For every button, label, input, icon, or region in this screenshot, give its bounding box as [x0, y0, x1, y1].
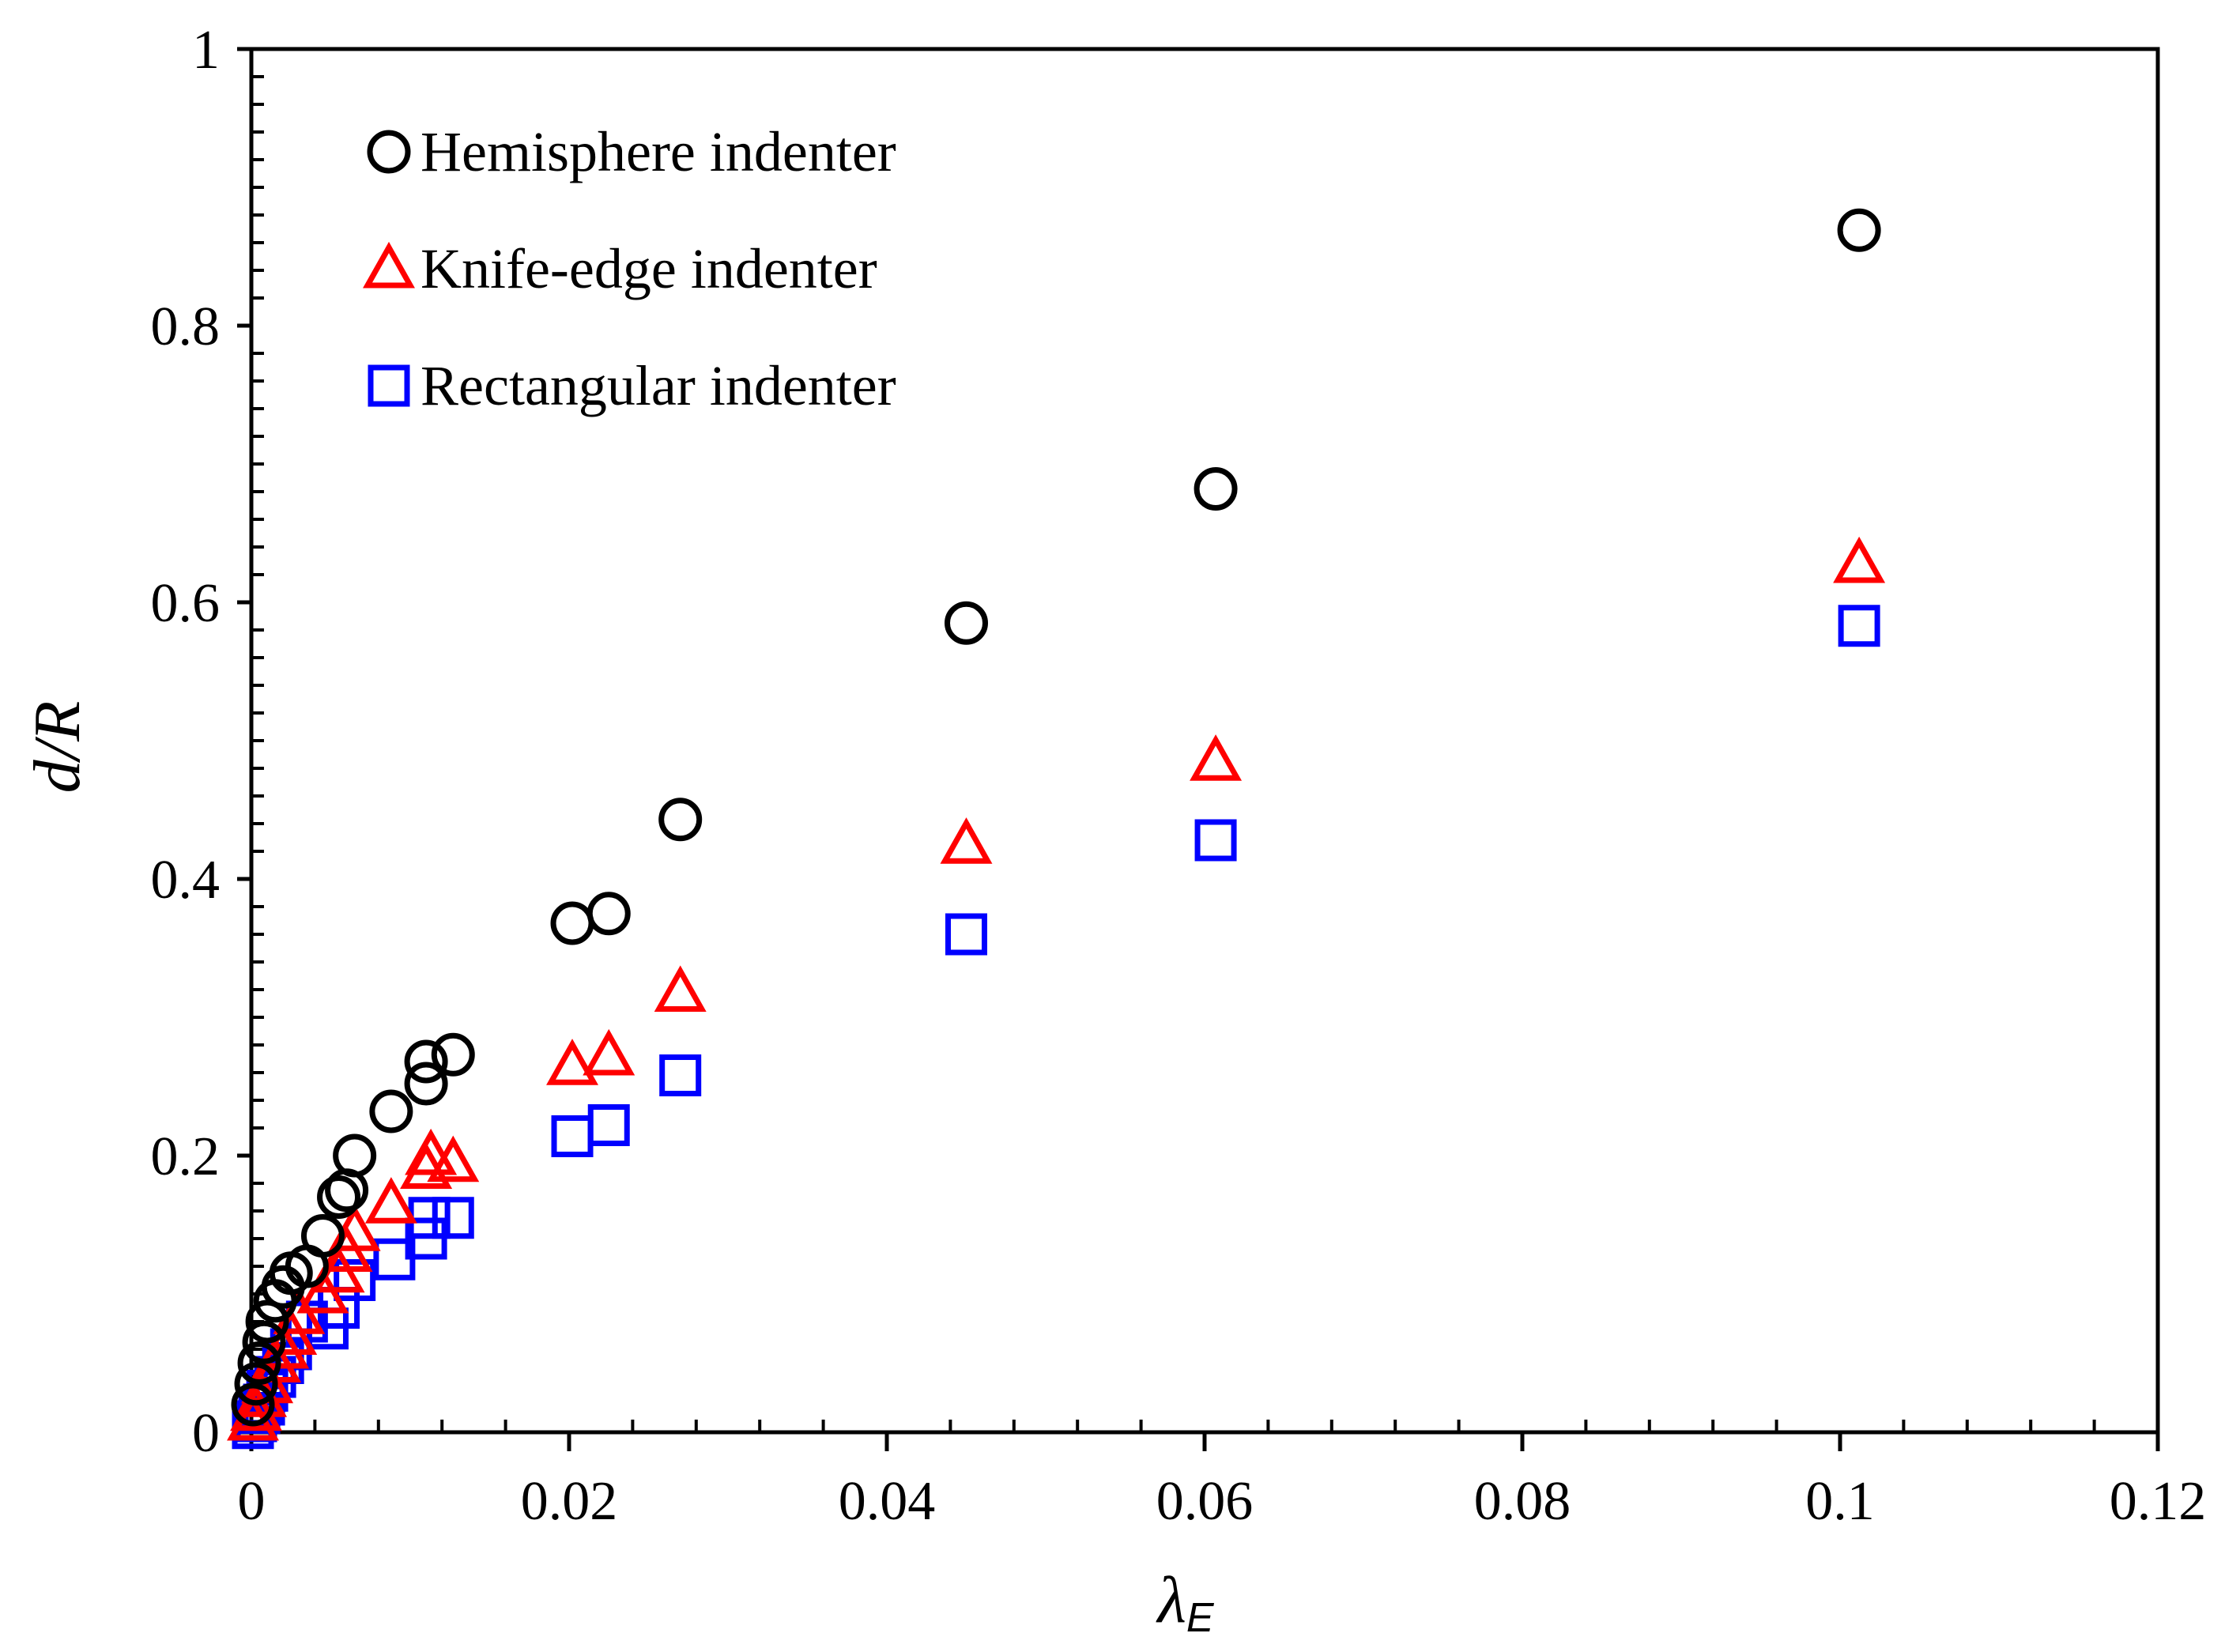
circle-data-point — [945, 601, 988, 645]
triangle-data-point — [427, 1135, 480, 1182]
circle-data-point — [658, 798, 703, 842]
y-tick-label: 0.8 — [151, 296, 221, 357]
circle-data-point — [245, 1299, 289, 1344]
series-square — [232, 605, 1880, 1450]
circle-data-point — [586, 892, 631, 936]
square-data-point — [432, 1197, 474, 1239]
series-triangle — [227, 536, 1886, 1441]
x-tick-label: 0.08 — [1474, 1471, 1571, 1532]
y-tick-label: 1 — [192, 20, 220, 81]
circle-data-point — [333, 1133, 377, 1178]
legend-triangle-icon — [363, 241, 415, 289]
circle-data-point — [369, 1089, 413, 1133]
legend-label: Knife-edge indenter — [420, 237, 877, 300]
circle-data-point — [431, 1032, 475, 1077]
legend-square-icon — [368, 364, 410, 407]
square-data-point — [1194, 819, 1237, 862]
triangle-data-point — [546, 1039, 599, 1085]
triangle-data-point — [583, 1028, 635, 1076]
circle-data-point — [550, 901, 594, 945]
x-axis-title-main: λ — [1155, 1563, 1186, 1637]
triangle-data-point — [940, 817, 993, 864]
legend-label: Hemisphere indenter — [420, 120, 896, 183]
x-tick-label: 0.04 — [839, 1471, 936, 1532]
square-data-point — [587, 1104, 630, 1146]
y-tick-label: 0.2 — [151, 1126, 221, 1187]
circle-data-point — [404, 1062, 448, 1106]
circle-data-point — [234, 1362, 278, 1406]
circle-data-point — [1837, 208, 1881, 252]
legend-item: Hemisphere indenter — [367, 120, 896, 183]
square-data-point — [334, 1259, 376, 1301]
x-tick-label: 0.12 — [2110, 1471, 2207, 1532]
y-axis-title: d/R — [21, 701, 94, 794]
triangle-data-point — [1833, 536, 1886, 583]
y-tick-label: 0.6 — [151, 573, 221, 634]
legend-circle-icon — [367, 130, 411, 174]
circle-data-point — [231, 1382, 275, 1427]
triangle-data-point — [364, 1177, 417, 1224]
x-tick-label: 0.06 — [1156, 1471, 1254, 1532]
square-data-point — [1838, 605, 1880, 647]
square-data-point — [945, 913, 987, 956]
circle-data-point — [242, 1320, 286, 1364]
circle-data-point — [404, 1039, 448, 1084]
x-tick-label: 0.02 — [521, 1471, 618, 1532]
legend-item: Rectangular indenter — [368, 354, 896, 417]
triangle-data-point — [405, 1128, 458, 1175]
triangle-data-point — [328, 1205, 381, 1251]
circle-data-point — [237, 1341, 281, 1385]
x-tick-label: 0 — [238, 1471, 266, 1532]
circle-data-point — [300, 1214, 345, 1258]
square-data-point — [551, 1115, 594, 1157]
x-axis-title-subscript: E — [1186, 1595, 1215, 1641]
circle-data-point — [317, 1175, 361, 1219]
y-tick-label: 0 — [192, 1403, 220, 1464]
square-data-point — [659, 1054, 702, 1096]
triangle-data-point — [1190, 734, 1243, 781]
legend-label: Rectangular indenter — [420, 354, 896, 417]
triangle-data-point — [654, 965, 707, 1012]
series-circle — [231, 208, 1881, 1427]
circle-data-point — [1194, 467, 1238, 511]
y-tick-label: 0.4 — [151, 850, 221, 911]
legend-item: Knife-edge indenter — [363, 237, 877, 300]
x-tick-label: 0.1 — [1805, 1471, 1875, 1532]
x-axis-title: λE — [1155, 1563, 1214, 1641]
